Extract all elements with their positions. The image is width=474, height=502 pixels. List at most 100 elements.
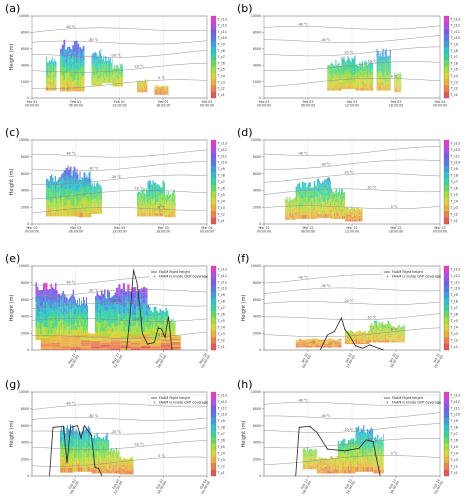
isotherm-label: -20 °C bbox=[343, 299, 354, 303]
y-tick-label: 10000 bbox=[19, 138, 29, 142]
cloud-cell bbox=[161, 92, 163, 94]
cloud-cell bbox=[398, 84, 399, 87]
cloud-cell bbox=[147, 204, 149, 209]
cloud-cell bbox=[294, 198, 295, 201]
cloud-cell bbox=[98, 72, 99, 76]
cloud-cell bbox=[127, 307, 130, 314]
cloud-cell bbox=[288, 209, 289, 212]
cloud-cell bbox=[369, 336, 372, 339]
cloud-cell bbox=[327, 213, 329, 219]
cloud-cell bbox=[149, 316, 151, 320]
cloud-cell bbox=[336, 87, 338, 91]
cloud-cell bbox=[366, 73, 369, 77]
cloud-cell bbox=[395, 336, 397, 338]
cloud-cell bbox=[291, 209, 292, 212]
cloud-cell bbox=[99, 204, 100, 208]
cloud-cell bbox=[400, 330, 402, 332]
cloud-cell bbox=[378, 67, 380, 72]
cloud-cell bbox=[369, 78, 371, 82]
colorbar-label: T_c10 bbox=[450, 161, 460, 165]
cloud-cell bbox=[168, 211, 169, 215]
cloud-cell bbox=[397, 84, 398, 87]
y-tick-label: 6000 bbox=[21, 47, 29, 51]
cloud-cell bbox=[359, 78, 361, 82]
cloud-cell bbox=[327, 199, 329, 205]
cloud-cell bbox=[352, 209, 354, 212]
cloud-cell bbox=[70, 348, 81, 350]
cloud-cell bbox=[399, 78, 400, 81]
cloud-cell bbox=[376, 71, 378, 77]
cloud-cell bbox=[167, 197, 168, 200]
cloud-cell bbox=[105, 74, 107, 78]
legend-entry: FAAM flight height bbox=[392, 270, 424, 274]
cloud-cell bbox=[136, 306, 139, 312]
cloud-cell bbox=[99, 183, 101, 188]
cloud-cell bbox=[85, 203, 87, 209]
cloud-cell bbox=[56, 295, 58, 301]
cloud-cell bbox=[122, 283, 125, 290]
cloud-cell bbox=[162, 192, 164, 197]
cloud-cell bbox=[366, 70, 369, 74]
cloud-cell bbox=[111, 67, 113, 70]
cloud-cell bbox=[93, 195, 94, 199]
cloud-cell bbox=[295, 193, 298, 198]
cloud-cell bbox=[170, 212, 171, 215]
cloud-cell bbox=[360, 336, 363, 338]
cloud-cell bbox=[95, 210, 96, 214]
cloud-cell bbox=[286, 200, 288, 203]
cloud-cell bbox=[399, 88, 400, 91]
cloud-cell bbox=[162, 180, 164, 185]
cloud-cell bbox=[338, 339, 342, 341]
cloud-cell bbox=[143, 193, 145, 197]
cloud-cell bbox=[71, 317, 73, 322]
cloud-cell bbox=[333, 202, 335, 206]
cloud-cell bbox=[111, 71, 112, 75]
cloud-cell bbox=[330, 198, 332, 203]
cloud-cell bbox=[67, 199, 69, 206]
cloud-cell bbox=[72, 55, 74, 61]
cloud-cell bbox=[44, 282, 46, 289]
cloud-cell bbox=[97, 78, 99, 83]
cloud-cell bbox=[137, 193, 138, 196]
cloud-cell bbox=[99, 81, 100, 86]
cloud-cell bbox=[108, 74, 109, 78]
cloud-cell bbox=[120, 71, 121, 75]
cloud-cell bbox=[51, 207, 53, 212]
cloud-cell bbox=[75, 316, 76, 322]
cloud-cell bbox=[341, 81, 343, 86]
cloud-cell bbox=[166, 89, 168, 91]
cloud-cell bbox=[75, 46, 78, 52]
cloud-cell bbox=[332, 195, 334, 199]
cloud-cell bbox=[402, 333, 404, 336]
cloud-cell bbox=[161, 86, 163, 88]
cloud-cell bbox=[302, 345, 306, 347]
cloud-cell bbox=[113, 82, 114, 85]
cloud-cell bbox=[120, 68, 122, 72]
cloud-cell bbox=[68, 195, 70, 201]
cloud-cell bbox=[308, 339, 313, 341]
cloud-cell bbox=[116, 67, 117, 70]
cloud-cell bbox=[168, 212, 170, 215]
cloud-cell bbox=[371, 329, 373, 332]
cloud-cell bbox=[99, 207, 101, 211]
cloud-cell bbox=[52, 181, 54, 187]
cloud-cell bbox=[145, 321, 148, 327]
cloud-cell bbox=[329, 197, 331, 202]
cloud-cell bbox=[44, 295, 46, 302]
cloud-cell bbox=[400, 88, 401, 91]
cloud-cell bbox=[63, 175, 65, 181]
cloud-cell bbox=[387, 74, 389, 79]
cloud-cell bbox=[332, 204, 334, 208]
cloud-cell bbox=[160, 213, 162, 217]
cloud-cell bbox=[72, 324, 74, 330]
cloud-cell bbox=[150, 327, 152, 331]
cloud-cell bbox=[288, 217, 289, 220]
cloud-cell bbox=[167, 194, 168, 198]
cloud-cell bbox=[165, 90, 167, 92]
colorbar-swatch bbox=[211, 146, 216, 154]
cloud-cell bbox=[402, 337, 404, 340]
cloud-cell bbox=[103, 80, 105, 84]
cloud-cell bbox=[385, 72, 387, 77]
cloud-field bbox=[46, 39, 169, 95]
cloud-cell bbox=[287, 196, 289, 200]
